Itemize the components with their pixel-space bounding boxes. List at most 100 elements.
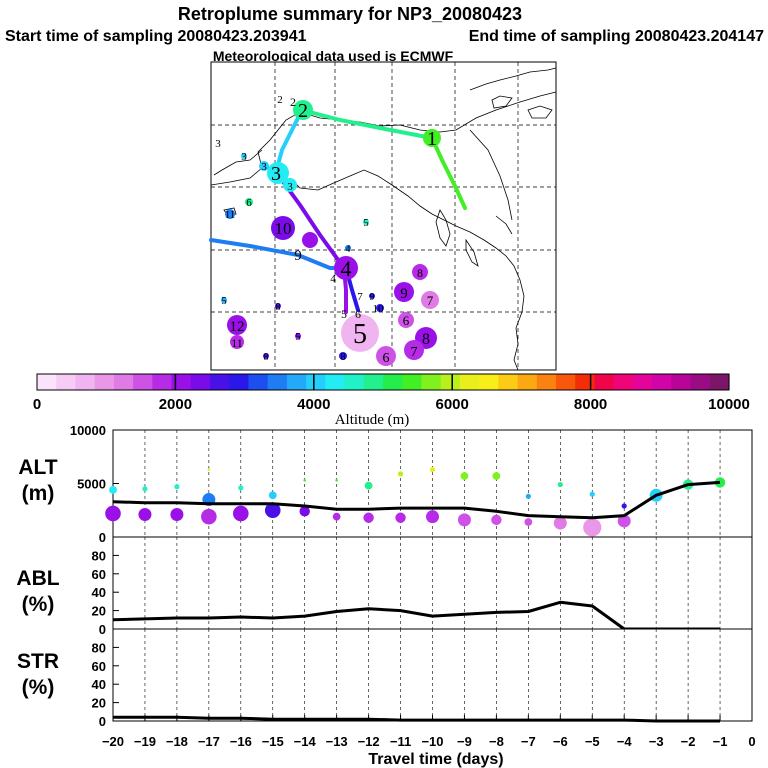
cluster-label-9: 9 (294, 248, 302, 264)
colorbar-cell (37, 374, 57, 390)
x-axis-ticks: −20 −19 −18 −17 −16 −15 −14 −13 −12 −11 −10 −9 −8 −7−… (102, 715, 756, 749)
colorbar-cell (229, 374, 250, 390)
end-time-text: End time of sampling 20080423.204147 (469, 28, 764, 45)
cluster-circles (221, 100, 441, 366)
x-tick-label: −3 (649, 734, 664, 749)
alt-scatter-point (335, 478, 338, 482)
colorbar-cell (517, 374, 538, 390)
alt-panel: 10000 5000 0 ALT (m) (18, 423, 753, 545)
colorbar-cell (171, 374, 192, 390)
trajectory-map: 1 2 3 4 5 10 9 9 8 8 7 7 6 6 12 11 3 3 3… (209, 61, 557, 371)
colorbar-cell (690, 374, 711, 390)
cluster-label-3a: 3 (215, 138, 221, 150)
str-panel: 80 60 40 20 0 STR (%) (17, 628, 753, 729)
colorbar-cell (344, 374, 365, 390)
alt-scatter-point (583, 518, 602, 537)
cluster-label-7b: 7 (411, 345, 418, 360)
colorbar-cell (536, 374, 557, 390)
trajectory-label-3: 3 (271, 163, 281, 185)
str-ytick-label: 0 (99, 714, 106, 729)
cluster-label-5c: 5 (295, 331, 301, 343)
alt-scatter-point (264, 502, 281, 519)
x-tick-label: −8 (489, 734, 504, 749)
colorbar-cell (613, 374, 634, 390)
alt-ytick-label: 0 (99, 530, 106, 545)
trajectory-segment-3 (274, 108, 304, 174)
colorbar-cell (190, 374, 211, 390)
colorbar-cell (479, 374, 499, 390)
altitude-colorbar: 0 2000 4000 6000 8000 10000 Altitude (m) (33, 373, 750, 428)
cluster-label-8: 8 (422, 331, 430, 348)
alt-scatter-point (105, 505, 121, 522)
x-axis-label: Travel time (days) (368, 751, 503, 768)
alt-scatter-point (207, 468, 211, 471)
colorbar-tick-label: 2000 (159, 396, 192, 413)
x-tick-label: −5 (585, 734, 600, 749)
cluster-label-2a: 2 (277, 94, 283, 106)
cluster-label-9b: 9 (400, 286, 408, 302)
x-tick-label: −13 (326, 734, 348, 749)
cluster-label-5a: 5 (363, 217, 369, 229)
alt-scatter-point (233, 505, 249, 522)
alt-scatter-point (589, 491, 595, 497)
abl-ytick-label: 60 (92, 567, 106, 582)
alt-scatter-point (299, 506, 310, 517)
cluster-label-6: 6 (403, 313, 410, 328)
cluster-label-2b: 2 (290, 95, 296, 109)
coastlines (210, 67, 557, 371)
alt-scatter-point (170, 508, 184, 522)
alt-scatter-point (714, 477, 726, 488)
abl-line (112, 600, 720, 631)
abl-panel: 80 60 40 20 0 ABL (%) (16, 536, 753, 637)
x-tick-label: −7 (521, 734, 536, 749)
cluster-label-4b: 4 (330, 273, 336, 285)
colorbar-cell (594, 374, 615, 390)
colorbar-label: Altitude (m) (335, 412, 410, 428)
abl-ylabel-2: (%) (22, 593, 55, 616)
colorbar-cells (37, 374, 730, 390)
trajectory-label-1: 1 (427, 128, 437, 150)
colorbar-cell (56, 374, 77, 390)
colorbar-cell (363, 374, 384, 390)
cluster-label-5b: 5 (221, 295, 227, 307)
str-ylabel-2: (%) (22, 676, 55, 699)
cluster-label-10: 10 (275, 219, 292, 238)
alt-scatter-point (363, 512, 374, 523)
colorbar-cell (459, 374, 480, 390)
cluster-label-3b: 3 (241, 151, 247, 163)
x-tick-label: −2 (681, 734, 696, 749)
alt-scatter-point (142, 486, 148, 492)
colorbar-cell (286, 374, 307, 390)
cluster-label-7: 7 (427, 293, 434, 308)
colorbar-cell (421, 374, 442, 390)
map-labels: 1 2 3 4 5 10 9 9 8 8 7 7 6 6 12 11 3 3 3… (215, 94, 437, 366)
alt-scatter-point (268, 491, 277, 500)
colorbar-cell (306, 374, 326, 390)
x-tick-label: −6 (553, 734, 568, 749)
alt-scatter-point (397, 471, 404, 477)
cluster-label-8e: 8 (341, 352, 346, 363)
str-ytick-label: 40 (92, 677, 106, 692)
colorbar-cell (133, 374, 153, 390)
colorbar-cell (75, 374, 96, 390)
alt-scatter-point (492, 472, 501, 480)
colorbar-cell (94, 374, 115, 390)
x-tick-label: 0 (748, 734, 755, 749)
alt-scatter-point (524, 518, 533, 526)
cluster-label-5d: 5 (341, 307, 347, 321)
alt-scatter-point (553, 516, 567, 530)
alt-scatter-point (174, 484, 180, 490)
x-tick-label: −19 (134, 734, 156, 749)
alt-scatter-point (395, 512, 406, 523)
x-tick-label: −18 (166, 734, 188, 749)
colorbar-cell (575, 374, 596, 390)
cluster-label-10b: 10 (373, 303, 385, 315)
alt-scatter-point (460, 472, 469, 480)
alt-scatter-point (238, 485, 244, 491)
colorbar-cell (652, 374, 672, 390)
cluster-label-11: 11 (231, 336, 243, 350)
x-tick-label: −9 (457, 734, 472, 749)
colorbar-cell (210, 374, 230, 390)
colorbar-cell (248, 374, 269, 390)
